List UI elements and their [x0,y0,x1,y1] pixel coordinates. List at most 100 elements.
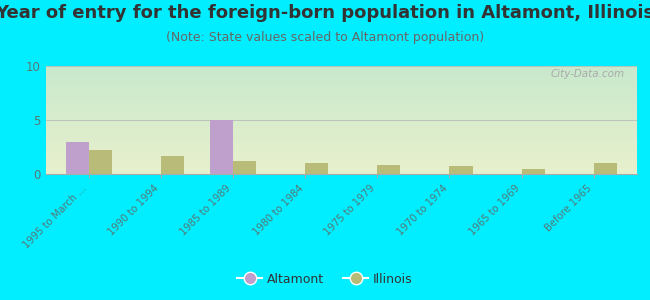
Bar [46,105,637,106]
Bar [46,144,637,145]
Bar [46,112,637,113]
Bar [46,76,637,77]
Bar [46,70,637,71]
Bar [46,77,637,78]
Bar [46,135,637,136]
Bar [233,161,256,174]
Bar [46,128,637,129]
Bar [521,169,545,174]
Bar [46,150,637,151]
Bar [46,110,637,111]
Bar [46,157,637,158]
Bar [46,171,637,172]
Bar [46,170,637,171]
Bar [46,90,637,91]
Bar [46,173,637,174]
Bar [46,81,637,82]
Bar [46,78,637,79]
Bar [46,113,637,115]
Bar [161,156,184,174]
Bar [46,69,637,70]
Bar [46,98,637,100]
Bar [46,97,637,98]
Bar [46,123,637,124]
Bar [46,100,637,101]
Bar [46,161,637,162]
Bar [46,88,637,89]
Bar [46,118,637,119]
Bar [46,121,637,122]
Bar [46,145,637,146]
Bar [46,115,637,116]
Bar [46,75,637,76]
Bar [46,163,637,164]
Bar [306,163,328,174]
Bar [89,150,112,174]
Bar [46,83,637,84]
Bar [46,95,637,96]
Bar [46,84,637,86]
Text: City-Data.com: City-Data.com [551,69,625,79]
Bar [46,142,637,143]
Bar [46,151,637,152]
Bar [46,67,637,68]
Bar [46,94,637,95]
Bar [46,92,637,93]
Bar [593,163,617,174]
Legend: Altamont, Illinois: Altamont, Illinois [232,268,418,291]
Bar [46,122,637,123]
Bar [46,143,637,144]
Bar [46,74,637,75]
Bar [46,169,637,170]
Bar [210,120,233,174]
Bar [46,100,637,102]
Bar [46,160,637,161]
Bar [66,142,89,174]
Bar [46,66,637,67]
Bar [46,86,637,88]
Bar [46,85,637,86]
Bar [46,156,637,157]
Bar [46,111,637,112]
Bar [46,117,637,118]
Bar [46,106,637,107]
Text: Year of entry for the foreign-born population in Altamont, Illinois: Year of entry for the foreign-born popul… [0,4,650,22]
Bar [46,91,637,92]
Bar [46,107,637,108]
Bar [46,147,637,148]
Bar [46,103,637,104]
Bar [46,138,637,140]
Bar [46,162,637,163]
Text: (Note: State values scaled to Altamont population): (Note: State values scaled to Altamont p… [166,32,484,44]
Bar [46,104,637,105]
Bar [46,127,637,128]
Bar [46,164,637,165]
Bar [46,146,637,147]
Bar [46,137,637,138]
Bar [46,93,637,94]
Bar [46,134,637,135]
Bar [46,68,637,69]
Bar [46,120,637,121]
Bar [46,149,637,150]
Bar [46,116,637,117]
Bar [46,102,637,103]
Bar [46,129,637,130]
Bar [46,136,637,137]
Bar [46,131,637,132]
Bar [46,140,637,142]
Bar [46,132,637,133]
Bar [46,89,637,90]
Bar [46,130,637,131]
Bar [46,152,637,154]
Bar [46,96,637,97]
Bar [449,167,473,174]
Bar [46,133,637,134]
Bar [46,73,637,74]
Bar [46,165,637,166]
Bar [46,82,637,83]
Bar [46,80,637,81]
Bar [46,71,637,73]
Bar [46,125,637,127]
Bar [46,158,637,159]
